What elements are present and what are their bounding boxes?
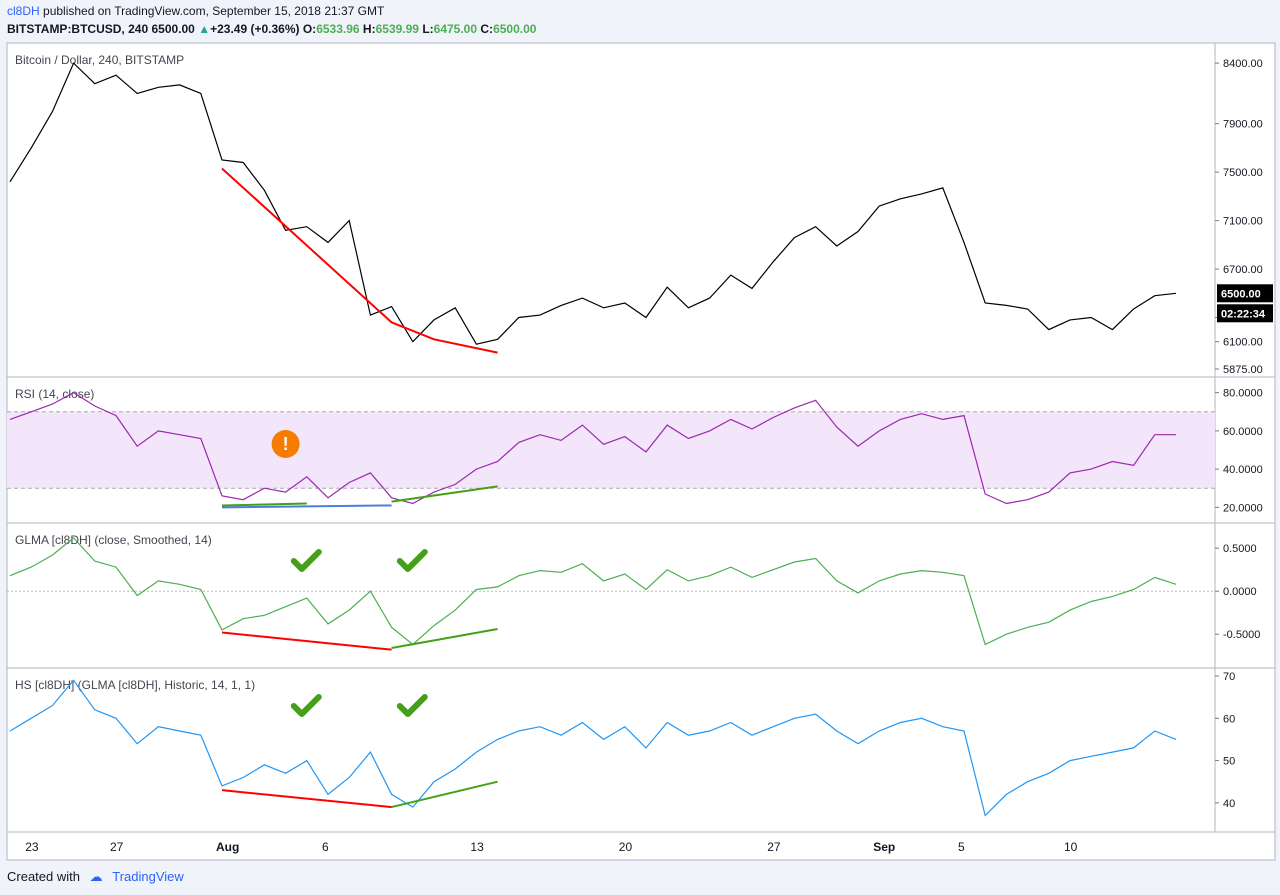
checkmark-icon xyxy=(290,694,322,717)
low-value: 6475.00 xyxy=(433,22,478,36)
rsi-ytick-label: 80.0000 xyxy=(1223,388,1263,400)
high-value: 6539.99 xyxy=(375,22,419,36)
hs-ytick-label: 70 xyxy=(1223,671,1235,683)
glma-ytick-label: 0.5000 xyxy=(1223,543,1257,555)
countdown-label: 02:22:34 xyxy=(1221,308,1266,320)
xtick-label: 27 xyxy=(110,840,124,854)
rsi-ytick-label: 40.0000 xyxy=(1223,464,1263,476)
xtick-label: 5 xyxy=(958,840,965,854)
alert-icon xyxy=(271,430,300,458)
xtick-label: Sep xyxy=(873,840,895,854)
price-ytick-label: 7900.00 xyxy=(1223,119,1263,131)
rsi-ytick-label: 20.0000 xyxy=(1223,502,1263,514)
close-label: C: xyxy=(480,22,494,36)
glma-pane-title: GLMA [cl8DH] (close, Smoothed, 14) xyxy=(15,533,212,547)
price-ytick-label: 6700.00 xyxy=(1223,264,1263,276)
rsi-divergence-line xyxy=(391,485,498,503)
checkmark-icon xyxy=(290,549,322,572)
xtick-label: 10 xyxy=(1064,840,1078,854)
last-price: 6500.00 xyxy=(151,22,195,36)
publish-line: cl8DH published on TradingView.com, Sept… xyxy=(7,4,384,18)
price-series-line xyxy=(9,62,1177,345)
last-price-box xyxy=(1217,284,1273,303)
open-label: O: xyxy=(302,22,317,36)
glma-series-line xyxy=(9,537,1177,646)
hs-pane-title: HS [cl8DH] (GLMA [cl8DH], Historic, 14, … xyxy=(15,678,255,692)
price-ytick-label: 8400.00 xyxy=(1223,58,1263,70)
price-ytick-label: 7500.00 xyxy=(1223,167,1263,179)
price-ytick-label: 6100.00 xyxy=(1223,337,1263,349)
price-ytick-label: 5875.00 xyxy=(1223,364,1263,376)
alert-icon-glyph: ! xyxy=(283,434,289,454)
hs-ytick-label: 60 xyxy=(1223,713,1235,725)
xtick-label: 27 xyxy=(767,840,781,854)
change-value: +23.49 (+0.36%) xyxy=(210,22,300,36)
open-value: 6533.96 xyxy=(316,22,360,36)
hs-divergence-line xyxy=(221,789,392,809)
last-price-label: 6500.00 xyxy=(1221,288,1261,300)
rsi-series-line xyxy=(9,391,1176,505)
xtick-label: 23 xyxy=(25,840,39,854)
close-value: 6500.00 xyxy=(493,22,537,36)
xtick-label: 20 xyxy=(619,840,633,854)
checkmark-icon xyxy=(396,694,428,717)
tradingview-cloud-icon: ☁ xyxy=(89,869,103,884)
hs-series-line xyxy=(9,679,1177,817)
xtick-label: Aug xyxy=(216,840,239,854)
hs-ytick-label: 50 xyxy=(1223,756,1235,768)
xtick-label: 6 xyxy=(322,840,329,854)
tradingview-link[interactable]: TradingView xyxy=(112,869,184,884)
price-ytick-label: 7100.00 xyxy=(1223,216,1263,228)
hs-divergence-line xyxy=(391,780,498,809)
rsi-divergence-line xyxy=(221,504,392,509)
rsi-ytick-label: 60.0000 xyxy=(1223,426,1263,438)
symbol-line: BITSTAMP:BTCUSD, 240 6500.00 ▲+23.49 (+0… xyxy=(7,22,536,36)
high-label: H: xyxy=(362,22,376,36)
low-label: L: xyxy=(422,22,434,36)
publish-text: published on TradingView.com, September … xyxy=(43,4,385,18)
price-axis xyxy=(1214,42,1276,833)
up-arrow-icon: ▲ xyxy=(198,22,211,36)
xtick-label: 13 xyxy=(470,840,484,854)
time-axis xyxy=(6,831,1276,861)
rsi-band xyxy=(7,411,1215,489)
symbol-label: BITSTAMP:BTCUSD, 240 xyxy=(7,22,149,36)
checkmark-icon xyxy=(396,549,428,572)
created-with-text: Created with xyxy=(7,869,80,884)
hs-ytick-label: 40 xyxy=(1223,798,1235,810)
rsi-divergence-line xyxy=(221,502,307,507)
glma-divergence-line xyxy=(391,628,498,649)
countdown-box xyxy=(1217,304,1273,323)
glma-divergence-line xyxy=(221,631,392,651)
price-pane-title: Bitcoin / Dollar, 240, BITSTAMP xyxy=(15,53,184,67)
footer: Created with ☁ TradingView xyxy=(7,869,184,885)
glma-ytick-label: 0.0000 xyxy=(1223,586,1257,598)
glma-ytick-label: -0.5000 xyxy=(1223,629,1260,641)
rsi-pane-title: RSI (14, close) xyxy=(15,387,94,401)
price-trendline xyxy=(221,167,498,354)
author-link[interactable]: cl8DH xyxy=(7,4,40,18)
